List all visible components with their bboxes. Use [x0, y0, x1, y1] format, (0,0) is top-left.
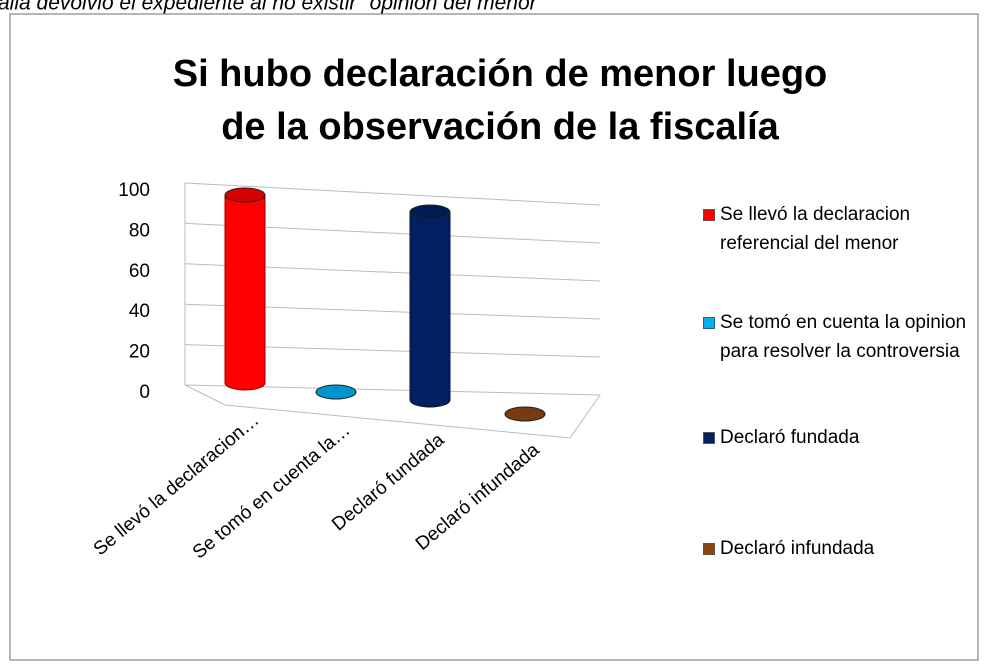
legend-label: Se llevó la declaracion referencial del … — [720, 204, 911, 254]
legend-swatch — [703, 432, 715, 444]
bar-top — [315, 384, 357, 400]
floor — [184, 384, 601, 439]
bar-top — [409, 204, 451, 220]
chart-border — [9, 13, 979, 661]
legend-swatch — [703, 317, 715, 329]
y-tick-label: 100 — [118, 180, 150, 201]
bar — [224, 194, 266, 391]
bar — [409, 211, 451, 408]
chart-title: Si hubo declaración de menor luego — [173, 53, 828, 95]
legend-label: Declaró infundada — [720, 538, 875, 559]
grid-line — [184, 182, 601, 206]
legend-swatch — [703, 543, 715, 555]
y-tick-label: 80 — [129, 220, 150, 241]
header-text: alla devolvió el expediente al no existi… — [0, 0, 546, 15]
bar-top — [224, 187, 266, 203]
chart-title: de la observación de la fiscalía — [221, 106, 779, 148]
y-tick-label: 20 — [129, 342, 150, 363]
x-tick-label: Declaró fundada — [328, 429, 449, 535]
bar-top — [504, 406, 546, 422]
y-tick-label: 0 — [139, 382, 150, 403]
legend-label: Se tomó en cuenta la opinion para resolv… — [720, 312, 967, 362]
legend-swatch — [703, 209, 715, 221]
x-tick-label: Se llevó la declaracion… — [90, 410, 264, 561]
y-tick-label: 60 — [129, 261, 150, 282]
legend-label: Declaró fundada — [720, 427, 860, 448]
y-tick-label: 40 — [129, 301, 150, 322]
